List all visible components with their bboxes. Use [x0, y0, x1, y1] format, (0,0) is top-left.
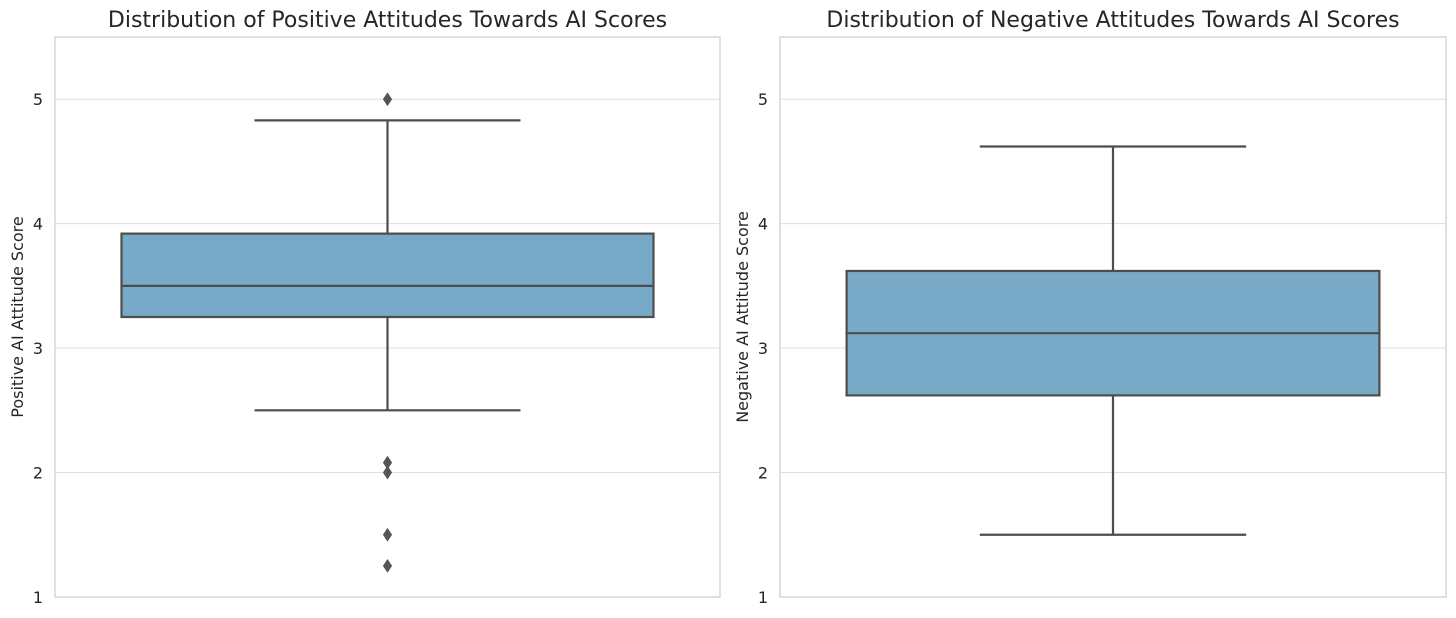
iqr-box — [120, 232, 655, 319]
y-axis-label: Positive AI Attitude Score — [8, 216, 27, 417]
y-tick-label: 5 — [758, 90, 768, 109]
outlier-point — [382, 92, 393, 107]
chart-title: Distribution of Positive Attitudes Towar… — [108, 8, 667, 33]
chart-title: Distribution of Negative Attitudes Towar… — [826, 8, 1399, 33]
y-axis-ticks: 1 2 3 4 5 — [758, 90, 768, 607]
box-plot — [120, 119, 655, 412]
outlier-point — [382, 465, 393, 480]
y-axis-ticks: 1 2 3 4 5 — [33, 90, 43, 607]
box-plot — [845, 145, 1381, 536]
y-tick-label: 3 — [33, 339, 43, 358]
y-tick-label: 4 — [758, 215, 768, 234]
outlier-points — [382, 92, 393, 573]
y-tick-label: 1 — [33, 588, 43, 607]
outlier-point — [382, 558, 393, 573]
y-tick-label: 2 — [758, 464, 768, 483]
y-axis-label: Negative AI Attitude Score — [733, 211, 752, 423]
y-tick-label: 5 — [33, 90, 43, 109]
chart-panel-negative: 1 2 3 4 5 Distribution of Negative Attitudes… — [733, 8, 1447, 607]
outlier-point — [382, 527, 393, 542]
y-tick-label: 2 — [33, 464, 43, 483]
chart-panel-positive: 1 2 3 4 5 Distribution of Positive Attitudes… — [8, 8, 721, 607]
y-tick-label: 1 — [758, 588, 768, 607]
y-tick-label: 4 — [33, 215, 43, 234]
y-tick-label: 3 — [758, 339, 768, 358]
